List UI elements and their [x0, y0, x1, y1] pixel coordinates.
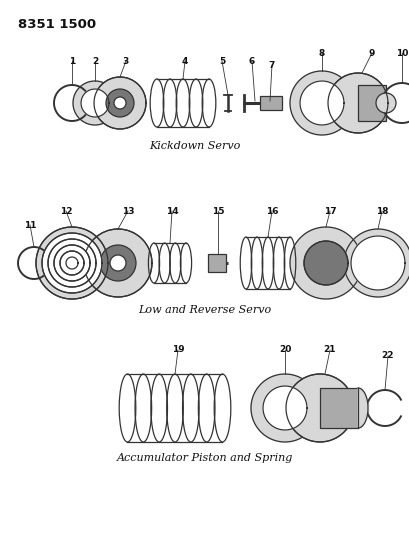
Circle shape [100, 245, 136, 281]
Polygon shape [350, 236, 404, 290]
Polygon shape [289, 71, 353, 135]
Polygon shape [343, 229, 409, 297]
Polygon shape [54, 245, 90, 281]
Polygon shape [81, 89, 109, 117]
Circle shape [375, 93, 395, 113]
Text: 1: 1 [69, 56, 75, 66]
Polygon shape [127, 374, 222, 442]
Text: 20: 20 [278, 345, 290, 354]
Bar [207, 254, 225, 272]
Text: 21: 21 [323, 345, 335, 354]
Polygon shape [42, 233, 102, 293]
Text: 3: 3 [123, 56, 129, 66]
Polygon shape [157, 79, 209, 127]
Polygon shape [154, 243, 186, 283]
Text: 8351 1500: 8351 1500 [18, 18, 96, 31]
Text: 4: 4 [181, 56, 188, 66]
Polygon shape [60, 251, 84, 275]
Polygon shape [48, 239, 96, 287]
Polygon shape [262, 386, 306, 430]
Circle shape [106, 89, 134, 117]
Polygon shape [60, 251, 84, 275]
Text: 19: 19 [171, 345, 184, 354]
Text: 11: 11 [24, 221, 36, 230]
Text: 7: 7 [268, 61, 274, 69]
Polygon shape [36, 227, 108, 299]
Text: 10: 10 [395, 49, 407, 58]
Circle shape [94, 77, 146, 129]
Circle shape [303, 241, 347, 285]
Circle shape [114, 97, 126, 109]
Text: Low and Reverse Servo: Low and Reverse Servo [138, 305, 271, 315]
Polygon shape [73, 81, 117, 125]
Circle shape [110, 255, 126, 271]
Text: Kickdown Servo: Kickdown Servo [149, 141, 240, 151]
Bar [319, 388, 357, 428]
Polygon shape [42, 233, 102, 293]
Polygon shape [299, 81, 343, 125]
Polygon shape [245, 237, 289, 289]
Text: 22: 22 [381, 351, 393, 360]
Circle shape [327, 73, 387, 133]
Polygon shape [54, 245, 90, 281]
Polygon shape [289, 227, 361, 299]
Circle shape [285, 374, 353, 442]
Text: 18: 18 [375, 206, 387, 215]
Text: 15: 15 [211, 206, 224, 215]
Text: 9: 9 [368, 49, 374, 58]
Text: 13: 13 [121, 206, 134, 215]
Text: 5: 5 [218, 56, 225, 66]
Text: 8: 8 [318, 49, 324, 58]
Text: 6: 6 [248, 56, 254, 66]
Text: Accumulator Piston and Spring: Accumulator Piston and Spring [117, 453, 292, 463]
Text: 14: 14 [165, 206, 178, 215]
Polygon shape [303, 241, 347, 285]
Bar [357, 85, 385, 121]
Text: 12: 12 [60, 206, 72, 215]
Polygon shape [48, 239, 96, 287]
Text: 17: 17 [323, 206, 335, 215]
Circle shape [84, 229, 152, 297]
Polygon shape [66, 257, 78, 269]
Text: 2: 2 [92, 56, 98, 66]
Polygon shape [357, 388, 367, 428]
Polygon shape [250, 374, 318, 442]
Bar [259, 96, 281, 110]
Text: 16: 16 [265, 206, 278, 215]
